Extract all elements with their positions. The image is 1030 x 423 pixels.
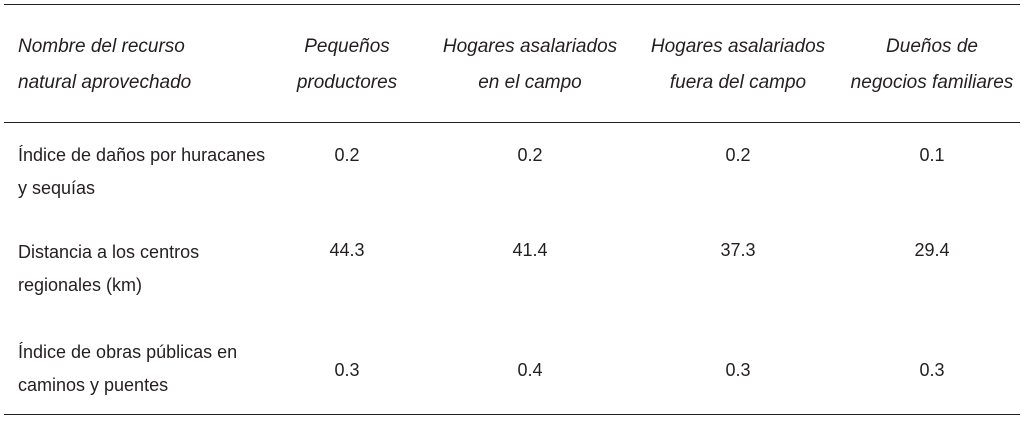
column-header: natural aprovechado <box>18 72 192 93</box>
column-header: Nombre del recurso <box>18 36 185 57</box>
header-rule <box>4 122 1020 123</box>
bottom-rule <box>4 414 1020 415</box>
cell-value: 0.2 <box>334 145 360 165</box>
cell-value: 41.4 <box>512 240 548 260</box>
column-header: Hogares asalariados <box>650 36 826 57</box>
row-label: Índice de daños por huracanes <box>18 145 266 165</box>
cell-value: 0.3 <box>919 360 945 380</box>
column-header: Pequeños <box>304 36 390 57</box>
cell-value: 0.1 <box>919 145 945 165</box>
column-header: fuera del campo <box>669 72 807 93</box>
cell-value: 44.3 <box>329 240 365 260</box>
row-label: Distancia a los centros <box>18 242 200 262</box>
row-label: y sequías <box>18 178 96 198</box>
cell-value: 0.2 <box>725 145 751 165</box>
cell-value: 0.3 <box>725 360 751 380</box>
row-label: regionales (km) <box>18 275 143 295</box>
column-header: negocios familiares <box>850 72 1014 93</box>
cell-value: 0.3 <box>334 360 360 380</box>
cell-value: 37.3 <box>720 240 756 260</box>
row-label: Índice de obras públicas en <box>18 342 238 362</box>
cell-value: 0.4 <box>517 360 543 380</box>
row-label: caminos y puentes <box>18 375 169 395</box>
column-header: en el campo <box>478 72 582 93</box>
cell-value: 29.4 <box>914 240 950 260</box>
column-header: productores <box>296 72 398 93</box>
column-header: Dueños de <box>886 36 978 57</box>
cell-value: 0.2 <box>517 145 543 165</box>
column-header: Hogares asalariados <box>442 36 618 57</box>
top-rule <box>4 4 1020 5</box>
